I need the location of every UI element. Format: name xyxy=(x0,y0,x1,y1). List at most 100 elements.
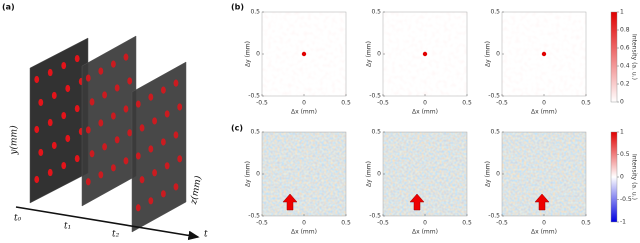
colorbar-tick-label: 0.6 xyxy=(620,45,630,52)
dot xyxy=(61,161,67,170)
x-tick-label: -0.5 xyxy=(377,100,389,107)
y-axis-label: y(mm) xyxy=(9,125,20,156)
x-axis-label: Δx (mm) xyxy=(291,109,317,116)
dot xyxy=(152,117,158,125)
dot xyxy=(38,98,44,107)
dot xyxy=(38,148,44,157)
panel-label: (c) xyxy=(231,124,243,133)
dot xyxy=(102,143,108,151)
dot xyxy=(173,183,179,191)
x-tick-label: -0.5 xyxy=(496,220,508,227)
dot xyxy=(110,60,116,68)
y-tick-label: 0 xyxy=(496,171,500,178)
dot xyxy=(152,169,158,177)
colorbar xyxy=(610,131,618,223)
focal-spot xyxy=(422,51,428,57)
time-label: t₂ xyxy=(112,230,120,240)
y-tick-label: 0.5 xyxy=(490,129,500,136)
colorbar-tick-label: 0.4 xyxy=(620,63,630,70)
time-label: t₀ xyxy=(14,214,22,224)
dot xyxy=(98,119,104,127)
colorbar-label: Intensity (a. u.) xyxy=(631,154,638,200)
dot xyxy=(85,126,91,134)
y-tick-label: 0 xyxy=(377,51,381,58)
dot xyxy=(177,155,183,163)
y-tick-label: -0.5 xyxy=(248,93,260,100)
y-tick-label: 0.5 xyxy=(490,9,500,16)
arrow xyxy=(409,193,425,211)
x-axis-label: Δx (mm) xyxy=(531,229,557,236)
arrow xyxy=(282,193,298,211)
y-tick-label: -0.5 xyxy=(488,93,500,100)
dot xyxy=(34,175,40,184)
dot xyxy=(148,197,154,205)
dot xyxy=(51,141,57,150)
x-axis-label: Δx (mm) xyxy=(412,229,438,236)
y-axis-label: Δy (mm) xyxy=(366,161,373,187)
y-axis-label: Δy (mm) xyxy=(245,161,252,187)
colorbar-tick-label: 1 xyxy=(620,9,624,16)
dot xyxy=(61,111,67,120)
time-axis-label: t xyxy=(204,230,208,240)
x-tick-label: 0.5 xyxy=(581,100,591,107)
arrow xyxy=(534,193,550,211)
dot xyxy=(164,162,170,170)
y-axis-label: Δy (mm) xyxy=(485,161,492,187)
x-tick-label: -0.5 xyxy=(496,100,508,107)
x-tick-label: 0 xyxy=(302,220,306,227)
colorbar-tick-label: -1 xyxy=(620,219,626,226)
focal-spot xyxy=(301,51,307,57)
colorbar-tick-label: -0.5 xyxy=(620,196,632,203)
dot xyxy=(160,190,166,198)
y-axis-label: Δy (mm) xyxy=(245,41,252,67)
y-axis-label: Δy (mm) xyxy=(485,41,492,67)
y-tick-label: -0.5 xyxy=(248,213,260,220)
dot xyxy=(34,125,40,134)
dot xyxy=(148,93,154,101)
colorbar-tick-label: 0.8 xyxy=(620,27,630,34)
dot xyxy=(61,61,67,70)
x-tick-label: 0 xyxy=(542,220,546,227)
x-tick-label: 0 xyxy=(423,220,427,227)
dot xyxy=(114,136,120,144)
dot xyxy=(74,54,80,63)
y-tick-label: 0 xyxy=(377,171,381,178)
time-label: t₁ xyxy=(64,222,71,232)
dot xyxy=(47,168,53,177)
y-tick-label: 0 xyxy=(256,51,260,58)
y-tick-label: 0.5 xyxy=(371,9,381,16)
dot xyxy=(160,86,166,94)
y-tick-label: -0.5 xyxy=(369,93,381,100)
colorbar-tick-label: 0.5 xyxy=(620,151,630,158)
dot xyxy=(114,84,120,92)
dot xyxy=(110,112,116,120)
dot xyxy=(123,157,129,165)
dot xyxy=(160,138,166,146)
dot xyxy=(135,100,141,108)
dot xyxy=(123,53,129,61)
focal-spot xyxy=(541,51,547,57)
x-tick-label: -0.5 xyxy=(256,220,268,227)
z-axis-label: z(mm) xyxy=(188,174,204,206)
dot xyxy=(89,98,95,106)
colorbar-tick-label: 0 xyxy=(620,174,624,181)
x-tick-label: 0 xyxy=(542,100,546,107)
dot xyxy=(135,152,141,160)
colorbar xyxy=(610,11,618,103)
x-tick-label: 0.5 xyxy=(341,220,351,227)
x-tick-label: 0.5 xyxy=(581,220,591,227)
panel-label: (b) xyxy=(231,3,244,12)
dot xyxy=(98,67,104,75)
dot xyxy=(110,164,116,172)
dot xyxy=(85,74,91,82)
dot xyxy=(173,79,179,87)
y-tick-label: 0.5 xyxy=(371,129,381,136)
x-axis-label: Δx (mm) xyxy=(412,109,438,116)
y-tick-label: -0.5 xyxy=(488,213,500,220)
dot xyxy=(102,91,108,99)
x-tick-label: 0.5 xyxy=(462,220,472,227)
dot xyxy=(139,176,145,184)
heatmap-texture xyxy=(383,132,467,216)
y-tick-label: 0.5 xyxy=(250,129,260,136)
dot xyxy=(127,77,133,85)
